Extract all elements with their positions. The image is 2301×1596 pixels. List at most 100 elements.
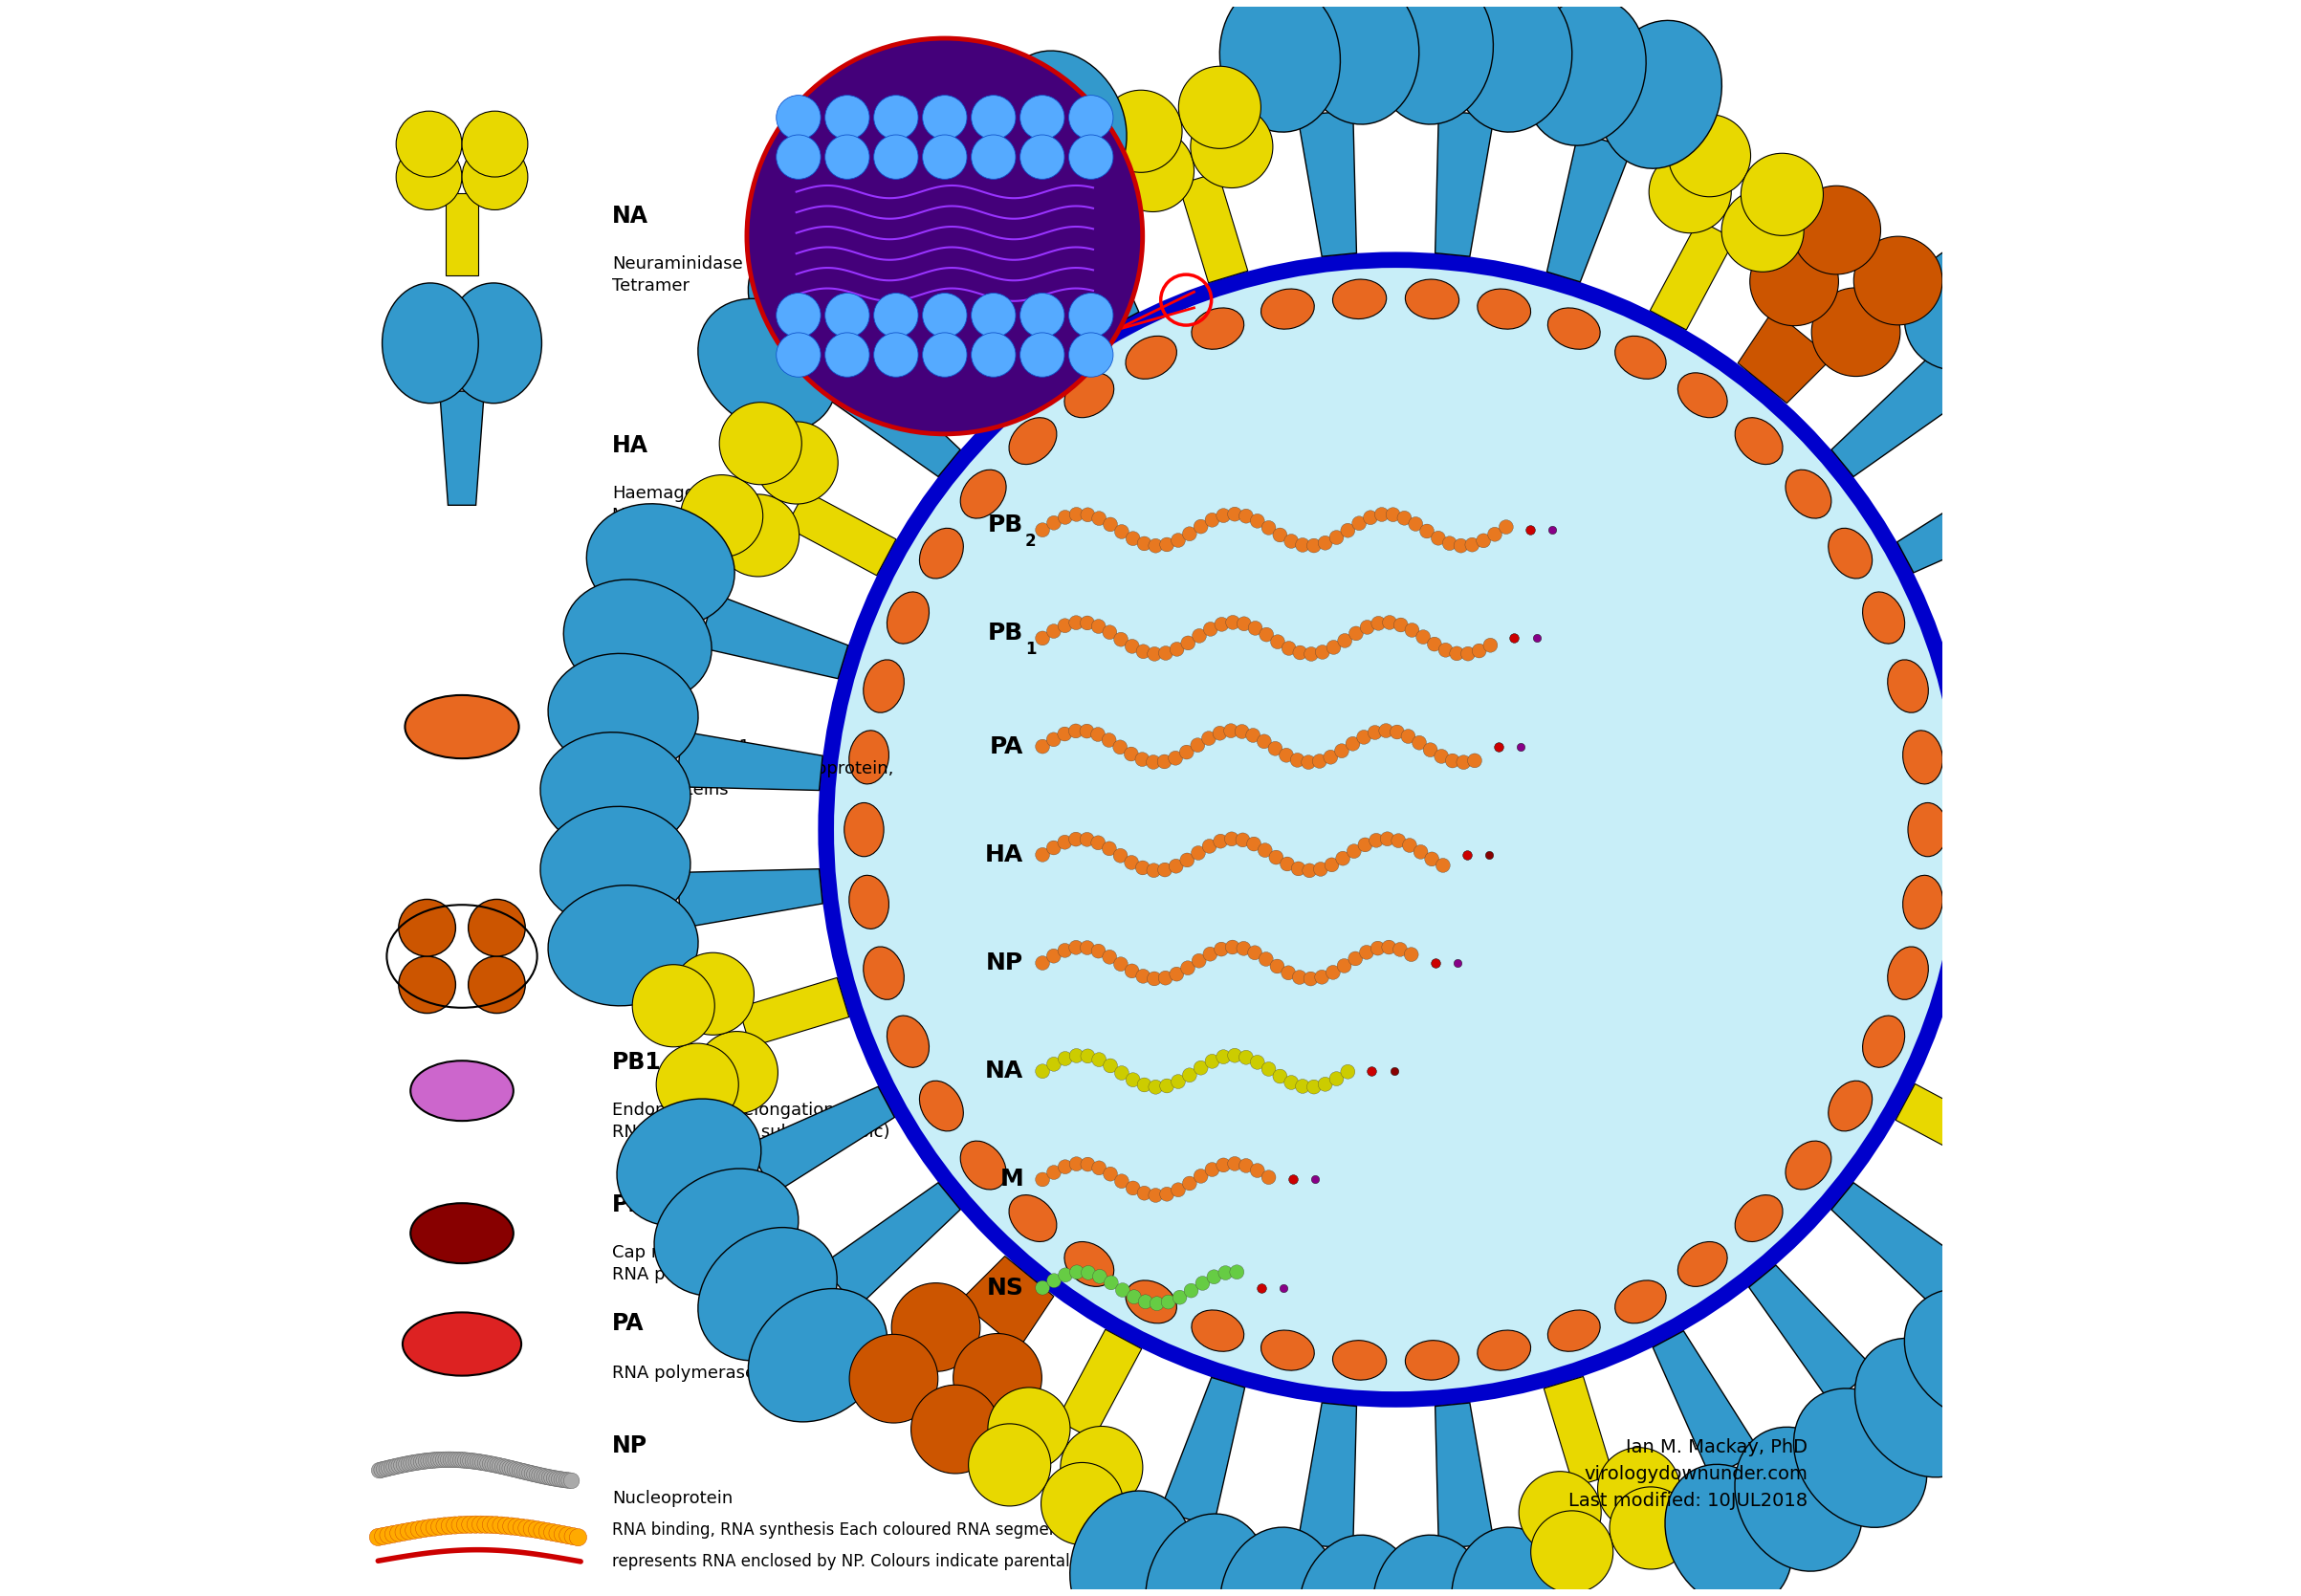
Ellipse shape — [403, 1312, 522, 1376]
Ellipse shape — [1452, 0, 1572, 132]
Polygon shape — [446, 193, 479, 276]
Ellipse shape — [849, 731, 888, 784]
Ellipse shape — [1217, 509, 1231, 522]
Text: PB1: PB1 — [612, 1052, 663, 1074]
Ellipse shape — [1192, 954, 1206, 967]
Ellipse shape — [433, 1452, 449, 1468]
Ellipse shape — [545, 1470, 561, 1486]
Ellipse shape — [1298, 1535, 1420, 1596]
Ellipse shape — [1137, 645, 1150, 659]
Ellipse shape — [1148, 1080, 1162, 1095]
Ellipse shape — [1295, 1079, 1309, 1093]
Ellipse shape — [617, 1098, 762, 1226]
Ellipse shape — [775, 294, 821, 337]
Ellipse shape — [1348, 626, 1362, 640]
Ellipse shape — [529, 1521, 545, 1539]
Ellipse shape — [410, 1521, 428, 1539]
Ellipse shape — [1270, 851, 1284, 865]
Ellipse shape — [506, 1462, 522, 1478]
Ellipse shape — [1905, 1288, 2043, 1422]
Ellipse shape — [1091, 943, 1104, 958]
Ellipse shape — [1415, 630, 1431, 645]
Ellipse shape — [456, 1516, 474, 1534]
Ellipse shape — [483, 1516, 499, 1534]
Ellipse shape — [557, 1472, 573, 1487]
Ellipse shape — [1215, 618, 1229, 632]
Text: 1: 1 — [1026, 640, 1035, 658]
Ellipse shape — [446, 282, 541, 404]
Ellipse shape — [513, 1519, 532, 1535]
Ellipse shape — [419, 1452, 435, 1468]
Ellipse shape — [497, 1518, 515, 1534]
Ellipse shape — [1855, 1337, 1988, 1478]
Ellipse shape — [1114, 525, 1130, 539]
Ellipse shape — [1786, 469, 1832, 519]
Ellipse shape — [509, 1518, 525, 1535]
Ellipse shape — [396, 1524, 412, 1540]
Ellipse shape — [718, 495, 798, 576]
Polygon shape — [1178, 172, 1247, 282]
Ellipse shape — [1157, 755, 1171, 769]
Ellipse shape — [1392, 833, 1406, 847]
Ellipse shape — [775, 332, 821, 377]
Ellipse shape — [1302, 863, 1316, 878]
Ellipse shape — [1137, 969, 1150, 983]
Ellipse shape — [1436, 859, 1450, 873]
Ellipse shape — [1137, 536, 1150, 551]
Ellipse shape — [1272, 1069, 1286, 1084]
Ellipse shape — [1058, 619, 1072, 632]
Ellipse shape — [1171, 533, 1185, 547]
Ellipse shape — [1413, 736, 1427, 750]
Ellipse shape — [423, 1452, 439, 1468]
Ellipse shape — [1114, 632, 1127, 646]
Ellipse shape — [1993, 364, 2138, 490]
Text: NP: NP — [987, 951, 1024, 975]
Ellipse shape — [1282, 642, 1295, 656]
Ellipse shape — [460, 1452, 476, 1468]
Ellipse shape — [803, 182, 937, 321]
Ellipse shape — [421, 1519, 437, 1537]
Ellipse shape — [1058, 511, 1072, 525]
Ellipse shape — [488, 1457, 504, 1473]
Ellipse shape — [1206, 512, 1220, 527]
Ellipse shape — [1378, 723, 1392, 737]
Ellipse shape — [1332, 1341, 1388, 1381]
Ellipse shape — [1484, 638, 1498, 653]
Ellipse shape — [1114, 849, 1127, 863]
Ellipse shape — [449, 1452, 463, 1468]
Ellipse shape — [1284, 1076, 1298, 1090]
Ellipse shape — [1404, 838, 1417, 852]
Ellipse shape — [410, 1203, 513, 1264]
Ellipse shape — [1081, 1157, 1095, 1171]
Ellipse shape — [1305, 646, 1318, 661]
Ellipse shape — [520, 1465, 536, 1479]
Ellipse shape — [370, 1529, 387, 1547]
Ellipse shape — [1137, 1077, 1150, 1092]
Ellipse shape — [446, 1516, 465, 1534]
Ellipse shape — [849, 1334, 939, 1424]
Ellipse shape — [474, 1454, 490, 1470]
Ellipse shape — [1238, 1159, 1254, 1173]
Ellipse shape — [1452, 1527, 1572, 1596]
Ellipse shape — [430, 1452, 446, 1468]
Text: Neuraminidase
Tetramer: Neuraminidase Tetramer — [612, 255, 743, 294]
Text: NA: NA — [612, 204, 649, 228]
Ellipse shape — [426, 1518, 444, 1535]
Ellipse shape — [911, 1385, 999, 1473]
Ellipse shape — [421, 1452, 437, 1468]
Ellipse shape — [502, 1460, 518, 1476]
Ellipse shape — [1786, 1141, 1832, 1189]
Ellipse shape — [1615, 1280, 1666, 1323]
Ellipse shape — [1203, 622, 1217, 637]
Ellipse shape — [532, 1467, 548, 1483]
Ellipse shape — [1070, 508, 1084, 522]
Ellipse shape — [1047, 1165, 1061, 1179]
Ellipse shape — [1862, 592, 1905, 643]
Ellipse shape — [865, 132, 999, 271]
Ellipse shape — [1070, 616, 1084, 630]
Ellipse shape — [775, 96, 821, 139]
Ellipse shape — [1190, 737, 1206, 752]
Ellipse shape — [987, 1387, 1070, 1470]
Ellipse shape — [1125, 337, 1176, 378]
Ellipse shape — [1438, 643, 1452, 658]
